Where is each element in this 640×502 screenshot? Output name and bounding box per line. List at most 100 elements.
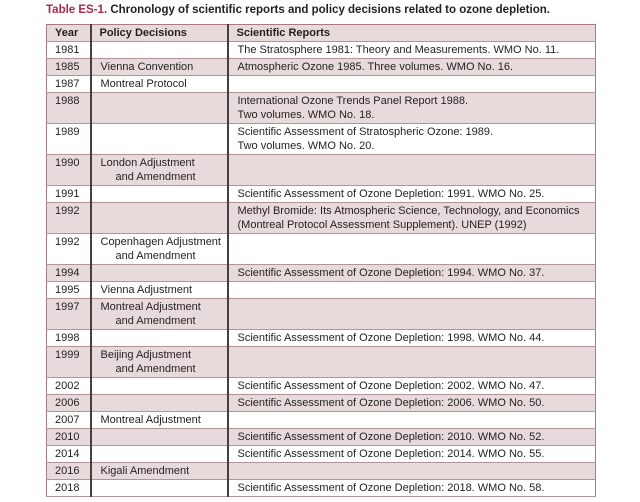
reports-cell	[226, 154, 596, 186]
table-row: 2010 Scientific Assessment of Ozone Deple…	[46, 428, 596, 446]
report-line: Methyl Bromide: Its Atmospheric Science,…	[237, 205, 580, 217]
year-cell: 1992	[46, 202, 91, 234]
year-cell: 1989	[46, 123, 91, 155]
policy-cell	[89, 92, 228, 124]
year-cell: 1987	[46, 75, 91, 93]
table-row: 1990 London Adjustment and Amendment	[46, 154, 596, 186]
policy-cell	[89, 185, 228, 203]
report-line: Atmospheric Ozone 1985. Three volumes. W…	[237, 61, 514, 73]
table-row: 1997 Montreal Adjustment and Amendment	[46, 298, 596, 330]
column-header-policy-decisions: Policy Decisions	[89, 24, 228, 42]
table-row: 1991 Scientific Assessment of Ozone Deple…	[46, 185, 596, 203]
reports-cell	[226, 462, 596, 480]
year-cell: 2010	[46, 428, 91, 446]
table-caption: Table ES-1. Chronology of scientific rep…	[46, 3, 606, 18]
policy-cell: Beijing Adjustment and Amendment	[89, 346, 228, 378]
year-cell: 1981	[46, 41, 91, 59]
policy-cell: Kigali Amendment	[89, 462, 228, 480]
table-caption-label: Table ES-1.	[46, 4, 108, 16]
year-cell: 1992	[46, 233, 91, 265]
report-line: Scientific Assessment of Ozone Depletion…	[237, 431, 545, 443]
table-row: 2016 Kigali Amendment	[46, 462, 596, 480]
policy-cell	[89, 202, 228, 234]
reports-cell: Scientific Assessment of Ozone Depletion…	[226, 428, 596, 446]
year-value: 2010	[55, 431, 80, 443]
year-value: 1985	[55, 61, 80, 73]
year-cell: 2016	[46, 462, 91, 480]
policy-line: London Adjustment	[100, 157, 195, 169]
report-line: Scientific Assessment of Ozone Depletion…	[237, 188, 545, 200]
policy-cell	[89, 479, 228, 497]
year-cell: 2014	[46, 445, 91, 463]
policy-line: Kigali Amendment	[100, 465, 190, 477]
year-value: 1991	[55, 188, 80, 200]
report-line: The Stratosphere 1981: Theory and Measur…	[237, 44, 560, 56]
year-value: 1988	[55, 95, 80, 107]
policy-cell: Vienna Convention	[89, 58, 228, 76]
report-line: Scientific Assessment of Ozone Depletion…	[237, 267, 545, 279]
year-value: 1995	[55, 284, 80, 296]
reports-cell: The Stratosphere 1981: Theory and Measur…	[226, 41, 596, 59]
reports-cell: Atmospheric Ozone 1985. Three volumes. W…	[226, 58, 596, 76]
year-value: 1992	[55, 236, 80, 248]
table-row: 1992 Methyl Bromide: Its Atmospheric Scie…	[46, 202, 596, 234]
year-cell: 1999	[46, 346, 91, 378]
policy-line: Montreal Adjustment	[100, 301, 201, 313]
table-row: 1994 Scientific Assessment of Ozone Deple…	[46, 264, 596, 282]
policy-cell	[89, 377, 228, 395]
chronology-table: Year Policy Decisions Scientific Reports…	[46, 24, 596, 497]
year-cell: 1988	[46, 92, 91, 124]
policy-cell: Vienna Adjustment	[89, 281, 228, 299]
header-row: Year Policy Decisions Scientific Reports	[46, 24, 596, 42]
policy-line: and Amendment	[115, 171, 196, 183]
year-cell: 2006	[46, 394, 91, 412]
year-cell: 1998	[46, 329, 91, 347]
policy-line: Copenhagen Adjustment	[100, 236, 221, 248]
year-value: 2018	[55, 482, 80, 494]
table-row: 1998 Scientific Assessment of Ozone Deple…	[46, 329, 596, 347]
year-cell: 1994	[46, 264, 91, 282]
year-value: 2014	[55, 448, 80, 460]
table-body: 1981 The Stratosphere 1981: Theory and Me…	[46, 41, 596, 497]
policy-cell: London Adjustment and Amendment	[89, 154, 228, 186]
table-row: 1988 International Ozone Trends Panel Rep…	[46, 92, 596, 124]
policy-cell	[89, 264, 228, 282]
year-cell: 1991	[46, 185, 91, 203]
year-cell: 1997	[46, 298, 91, 330]
policy-line: and Amendment	[115, 315, 196, 327]
reports-cell: Scientific Assessment of Ozone Depletion…	[226, 445, 596, 463]
year-value: 1994	[55, 267, 80, 279]
reports-cell	[226, 75, 596, 93]
year-value: 2016	[55, 465, 80, 477]
table-row: 2006 Scientific Assessment of Ozone Deple…	[46, 394, 596, 412]
table-row: 2014 Scientific Assessment of Ozone Deple…	[46, 445, 596, 463]
reports-cell	[226, 411, 596, 429]
reports-cell: Scientific Assessment of Ozone Depletion…	[226, 185, 596, 203]
policy-cell	[89, 445, 228, 463]
policy-line: Montreal Protocol	[100, 78, 187, 90]
policy-cell: Montreal Adjustment and Amendment	[89, 298, 228, 330]
report-line: International Ozone Trends Panel Report …	[237, 95, 469, 107]
table-row: 1989 Scientific Assessment of Stratospher…	[46, 123, 596, 155]
reports-cell: Methyl Bromide: Its Atmospheric Science,…	[226, 202, 596, 234]
year-value: 2002	[55, 380, 80, 392]
policy-cell: Copenhagen Adjustment and Amendment	[89, 233, 228, 265]
year-value: 1981	[55, 44, 80, 56]
year-value: 2006	[55, 397, 80, 409]
policy-cell	[89, 394, 228, 412]
table-row: 1992 Copenhagen Adjustment and Amendment	[46, 233, 596, 265]
report-line: Scientific Assessment of Stratospheric O…	[237, 126, 494, 138]
table-row: 2002 Scientific Assessment of Ozone Deple…	[46, 377, 596, 395]
year-cell: 1995	[46, 281, 91, 299]
year-cell: 1985	[46, 58, 91, 76]
table-row: 2018 Scientific Assessment of Ozone Deple…	[46, 479, 596, 497]
report-line: Scientific Assessment of Ozone Depletion…	[237, 482, 545, 494]
year-value: 1992	[55, 205, 80, 217]
policy-line: and Amendment	[115, 250, 196, 262]
policy-cell	[89, 41, 228, 59]
policy-cell: Montreal Adjustment	[89, 411, 228, 429]
year-value: 1999	[55, 349, 80, 361]
report-line: Scientific Assessment of Ozone Depletion…	[237, 380, 545, 392]
policy-cell	[89, 329, 228, 347]
